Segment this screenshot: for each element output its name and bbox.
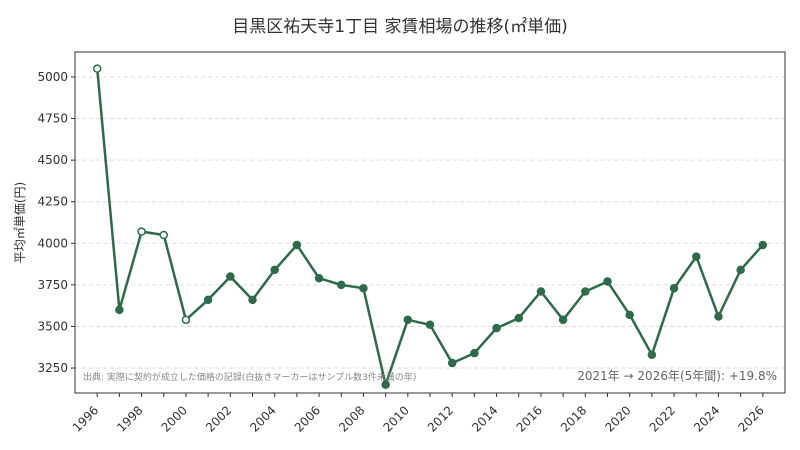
data-point-hollow bbox=[159, 230, 168, 240]
summary-note: 2021年 → 2026年(5年間): +19.8% bbox=[577, 369, 777, 383]
x-tick-label: 2014 bbox=[469, 403, 500, 434]
data-point bbox=[470, 348, 479, 358]
x-axis-ticks: 1996 1998 2000 2002 2004 2006 2008 2010 2012 2014… bbox=[70, 393, 767, 435]
data-point bbox=[425, 320, 435, 330]
y-tick-label: 3750 bbox=[37, 278, 68, 292]
series-line bbox=[95, 68, 764, 386]
data-point bbox=[492, 323, 501, 333]
x-tick-label: 1996 bbox=[70, 403, 101, 434]
data-point bbox=[270, 265, 279, 275]
y-axis-ticks: 3250 3500 3750 4000 4250 4500 4750 5000 bbox=[37, 70, 75, 375]
data-point bbox=[603, 277, 612, 286]
data-point-hollow bbox=[137, 227, 146, 236]
y-tick-label: 4250 bbox=[37, 195, 68, 209]
data-point bbox=[758, 240, 768, 250]
x-tick-label: 2006 bbox=[292, 403, 323, 434]
y-tick-label: 3250 bbox=[37, 361, 68, 375]
data-point bbox=[203, 295, 213, 305]
data-point bbox=[536, 287, 546, 296]
data-point-hollow bbox=[92, 64, 102, 73]
data-point-hollow bbox=[181, 315, 191, 325]
y-tick-label: 4750 bbox=[37, 112, 68, 126]
x-tick-label: 2026 bbox=[735, 403, 766, 434]
y-tick-label: 5000 bbox=[37, 70, 68, 84]
y-axis-label: 平均㎡単価(円) bbox=[13, 182, 27, 263]
source-note: 出典: 実際に契約が成立した価格の記録(白抜きマーカーはサンプル数3件未満の年) bbox=[83, 371, 416, 383]
x-tick-label: 2008 bbox=[336, 403, 367, 434]
data-point bbox=[447, 358, 457, 368]
data-point bbox=[669, 283, 679, 293]
y-tick-label: 4000 bbox=[37, 236, 68, 250]
grid-lines bbox=[75, 76, 785, 369]
data-point bbox=[514, 313, 523, 323]
plot-frame bbox=[74, 51, 786, 394]
x-tick-label: 2022 bbox=[647, 403, 678, 434]
x-tick-label: 2000 bbox=[159, 403, 190, 434]
data-point bbox=[337, 280, 346, 290]
data-points bbox=[92, 64, 768, 389]
x-tick-label: 2024 bbox=[691, 403, 722, 434]
data-point bbox=[314, 273, 324, 283]
data-point bbox=[625, 310, 634, 320]
data-point bbox=[403, 315, 413, 325]
data-point bbox=[359, 283, 368, 293]
y-tick-label: 3500 bbox=[37, 319, 68, 333]
data-point bbox=[381, 380, 390, 389]
data-point bbox=[226, 272, 235, 281]
x-tick-label: 2010 bbox=[380, 403, 411, 434]
data-point bbox=[558, 315, 568, 325]
data-point bbox=[115, 305, 124, 315]
data-point bbox=[736, 265, 745, 275]
data-point bbox=[292, 240, 302, 250]
data-point bbox=[248, 295, 257, 305]
data-point bbox=[581, 287, 590, 296]
x-tick-label: 2002 bbox=[203, 403, 234, 434]
x-tick-label: 2004 bbox=[247, 403, 278, 434]
x-tick-label: 2018 bbox=[558, 403, 589, 434]
data-point bbox=[647, 350, 657, 359]
y-tick-label: 4500 bbox=[37, 153, 68, 167]
data-point bbox=[692, 252, 701, 261]
x-tick-label: 1998 bbox=[114, 403, 145, 434]
data-point bbox=[714, 312, 723, 321]
x-tick-label: 2012 bbox=[425, 403, 456, 434]
x-tick-label: 2016 bbox=[514, 403, 545, 434]
x-tick-label: 2020 bbox=[602, 403, 633, 434]
chart-title: 目黒区祐天寺1丁目 家賃相場の推移(㎡単価) bbox=[232, 17, 568, 37]
